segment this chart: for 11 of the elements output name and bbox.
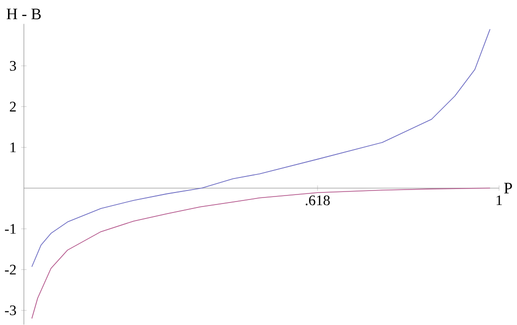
y-tick-label: -2	[4, 264, 16, 274]
y-tick-label: 3	[10, 61, 16, 71]
line-series	[31, 28, 490, 268]
y-tick-label: 2	[10, 102, 16, 112]
x-axis-title: P	[504, 182, 512, 194]
y-tick-label: -1	[4, 224, 16, 234]
line-series	[31, 188, 490, 319]
y-tick-label: 1	[10, 142, 16, 152]
y-tick-label: -3	[4, 306, 16, 316]
x-tick-label: .618	[306, 196, 330, 206]
y-axis-title: H - B	[6, 8, 41, 20]
